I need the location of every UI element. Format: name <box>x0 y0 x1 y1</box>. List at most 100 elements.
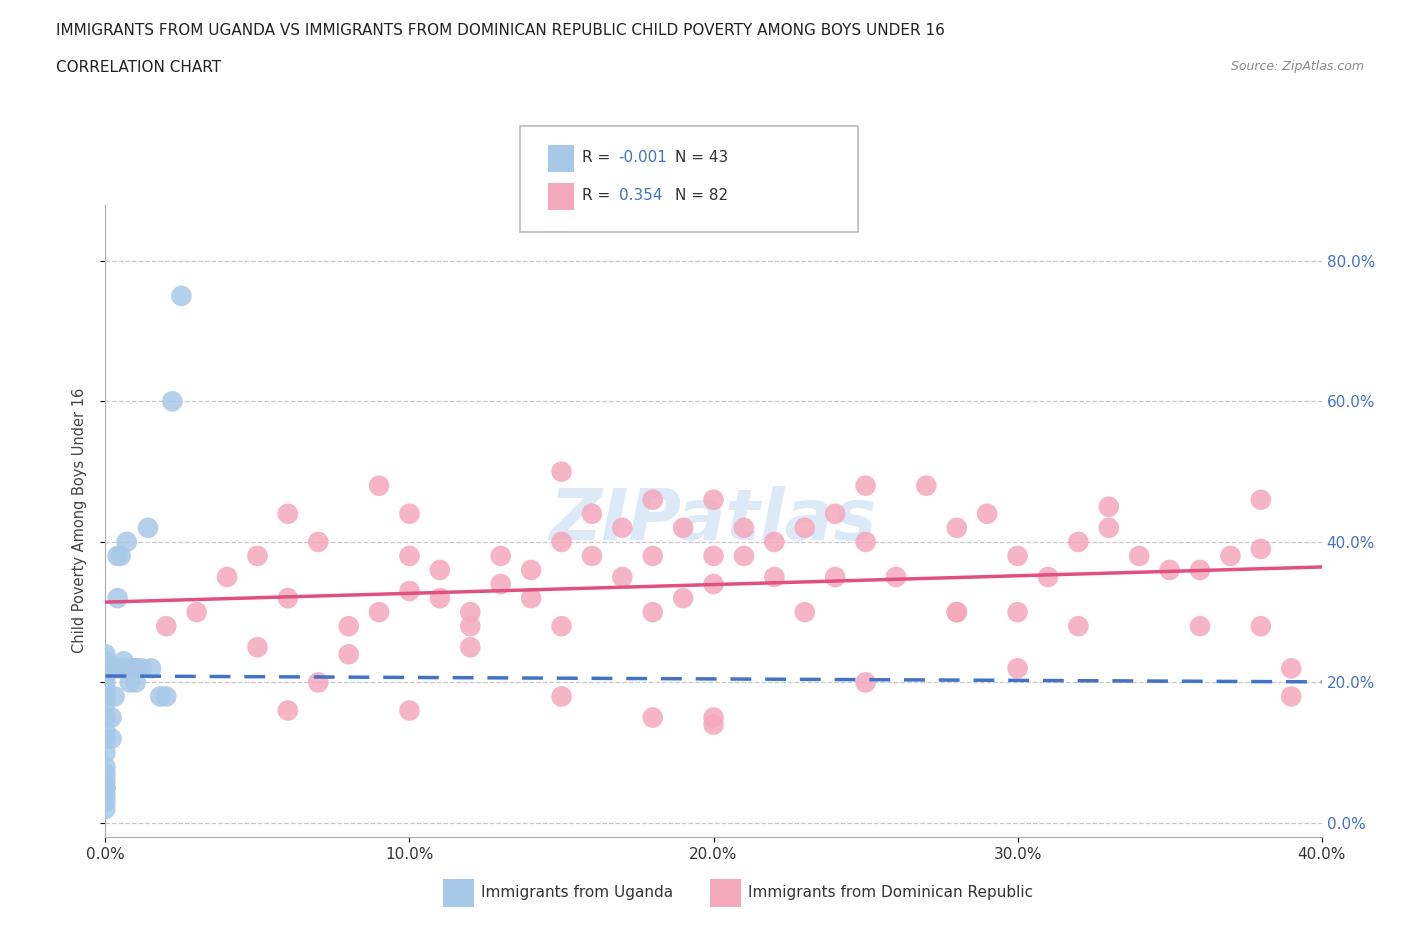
Point <box>489 577 512 591</box>
Point <box>100 711 122 725</box>
Point <box>641 711 664 725</box>
Text: ZIPatlas: ZIPatlas <box>550 486 877 555</box>
Point <box>94 724 117 739</box>
Point <box>793 604 815 619</box>
Point <box>915 478 938 493</box>
Text: -0.001: -0.001 <box>619 150 668 165</box>
Text: R =: R = <box>582 188 616 203</box>
Text: N = 43: N = 43 <box>675 150 728 165</box>
Point <box>94 745 117 760</box>
Point <box>581 506 603 521</box>
Point <box>100 731 122 746</box>
Point <box>94 711 117 725</box>
Point <box>581 549 603 564</box>
Point <box>103 689 125 704</box>
Point <box>307 675 329 690</box>
Point <box>398 549 420 564</box>
Point <box>100 661 122 676</box>
Point <box>125 661 148 676</box>
Y-axis label: Child Poverty Among Boys Under 16: Child Poverty Among Boys Under 16 <box>72 388 87 654</box>
Point <box>94 682 117 697</box>
Point <box>186 604 208 619</box>
Point <box>550 618 572 633</box>
Point <box>121 661 143 676</box>
Point <box>824 569 846 584</box>
Point <box>489 549 512 564</box>
Point <box>550 689 572 704</box>
Point <box>368 604 391 619</box>
Point <box>94 654 117 669</box>
Point <box>1188 563 1211 578</box>
Point <box>702 549 725 564</box>
Text: 0.354: 0.354 <box>619 188 662 203</box>
Point <box>976 506 998 521</box>
Point <box>94 774 117 789</box>
Point <box>702 577 725 591</box>
Point <box>368 478 391 493</box>
Point <box>110 549 132 564</box>
Point <box>94 689 117 704</box>
Point <box>162 394 184 409</box>
Point <box>277 703 299 718</box>
Point <box>125 661 148 676</box>
Point <box>641 492 664 507</box>
Point <box>1219 549 1241 564</box>
Point <box>139 661 162 676</box>
Point <box>1128 549 1150 564</box>
Point <box>136 521 159 536</box>
Text: IMMIGRANTS FROM UGANDA VS IMMIGRANTS FROM DOMINICAN REPUBLIC CHILD POVERTY AMONG: IMMIGRANTS FROM UGANDA VS IMMIGRANTS FRO… <box>56 23 945 38</box>
Point <box>641 604 664 619</box>
Point <box>945 604 967 619</box>
Point <box>550 535 572 550</box>
Point <box>155 618 177 633</box>
Point <box>94 766 117 781</box>
Point <box>1250 492 1272 507</box>
Point <box>458 618 481 633</box>
Point <box>763 535 786 550</box>
Point <box>1067 535 1090 550</box>
Text: Immigrants from Dominican Republic: Immigrants from Dominican Republic <box>748 885 1033 900</box>
Point <box>337 618 360 633</box>
Point <box>246 640 269 655</box>
Point <box>94 780 117 795</box>
Point <box>1007 661 1029 676</box>
Text: Source: ZipAtlas.com: Source: ZipAtlas.com <box>1230 60 1364 73</box>
Point <box>1007 604 1029 619</box>
Point <box>307 535 329 550</box>
Point <box>1098 521 1121 536</box>
Point <box>94 696 117 711</box>
Point <box>1067 618 1090 633</box>
Point <box>520 591 543 605</box>
Point <box>1250 618 1272 633</box>
Point <box>118 675 141 690</box>
Text: Immigrants from Uganda: Immigrants from Uganda <box>481 885 673 900</box>
Point <box>94 794 117 809</box>
Point <box>112 661 135 676</box>
Point <box>107 549 129 564</box>
Point <box>94 788 117 803</box>
Point <box>672 591 695 605</box>
Point <box>763 569 786 584</box>
Point <box>94 731 117 746</box>
Point <box>110 661 132 676</box>
Point <box>429 591 451 605</box>
Point <box>855 535 877 550</box>
Point <box>855 478 877 493</box>
Point <box>884 569 907 584</box>
Point <box>246 549 269 564</box>
Point <box>94 647 117 662</box>
Point <box>94 780 117 795</box>
Point <box>337 647 360 662</box>
Point <box>733 521 755 536</box>
Point <box>612 569 634 584</box>
Point <box>702 492 725 507</box>
Point <box>1188 618 1211 633</box>
Point <box>398 506 420 521</box>
Point <box>94 759 117 774</box>
Point <box>458 640 481 655</box>
Point <box>1036 569 1059 584</box>
Point <box>824 506 846 521</box>
Point <box>277 506 299 521</box>
Point <box>170 288 193 303</box>
Point <box>277 591 299 605</box>
